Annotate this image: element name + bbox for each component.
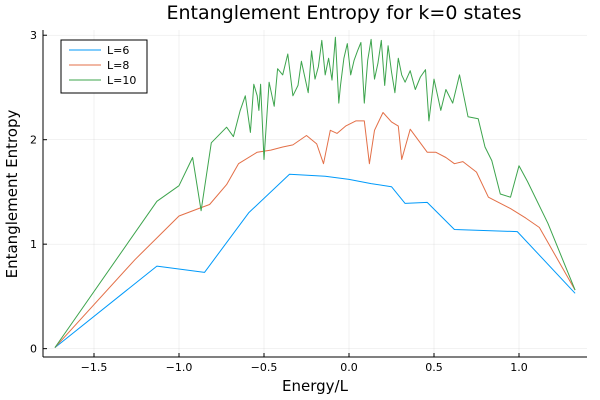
- legend-label: L=8: [107, 59, 129, 72]
- y-tick-label: 2: [30, 134, 37, 147]
- x-tick-label: −1.0: [166, 361, 193, 374]
- series-line-l-10: [54, 36, 576, 348]
- y-tick-label: 1: [30, 238, 37, 251]
- y-tick-label: 0: [30, 343, 37, 356]
- grid: [43, 30, 587, 357]
- y-axis-label: Entanglement Entropy: [3, 110, 21, 279]
- x-axis-label: Energy/L: [282, 377, 349, 395]
- chart-title: Entanglement Entropy for k=0 states: [166, 2, 521, 24]
- legend-label: L=6: [107, 44, 129, 57]
- x-ticks: −1.5 −1.0 −0.5 0.0 0.5 1.0: [81, 353, 528, 374]
- y-tick-label: 3: [30, 29, 37, 42]
- x-tick-label: 1.0: [510, 361, 528, 374]
- legend-box: [60, 39, 148, 94]
- x-tick-label: 0.5: [425, 361, 443, 374]
- legend-label: L=10: [107, 74, 136, 87]
- x-tick-label: 0.0: [340, 361, 358, 374]
- series-line-l-8: [54, 112, 576, 348]
- series-group: [54, 36, 576, 348]
- x-tick-label: −1.5: [81, 361, 108, 374]
- axes: [42, 30, 587, 358]
- x-tick-label: −0.5: [251, 361, 278, 374]
- series-line-l-6: [54, 173, 576, 348]
- y-ticks: 0 1 2 3: [30, 29, 47, 356]
- legend: L=6 L=8 L=10: [60, 39, 148, 94]
